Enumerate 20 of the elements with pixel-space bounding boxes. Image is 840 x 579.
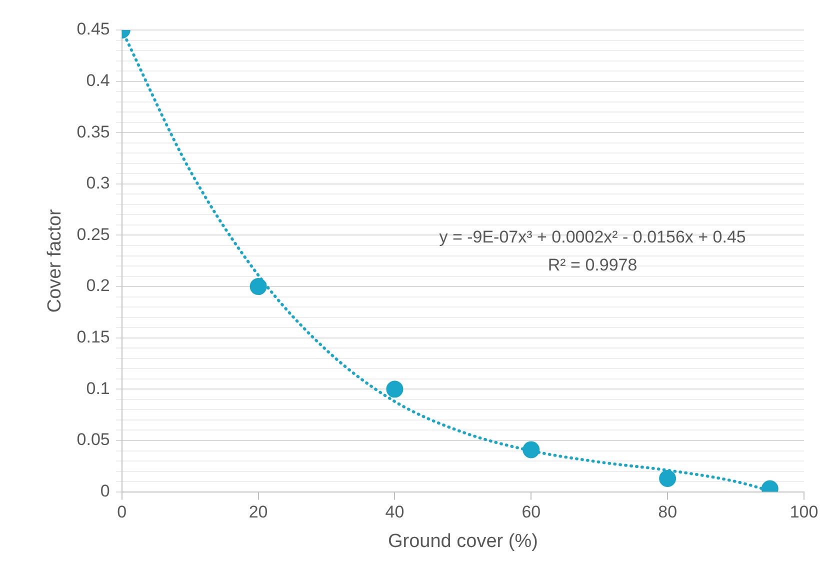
y-axis-title: Cover factor (44, 208, 66, 313)
x-tick-label: 100 (790, 502, 818, 522)
y-tick-label: 0.3 (86, 174, 110, 193)
annotation: y = -9E-07x³ + 0.0002x² - 0.0156x + 0.45 (439, 228, 746, 247)
x-tick-label: 0 (117, 502, 127, 522)
y-tick-label: 0.35 (76, 122, 110, 142)
x-tick-label: 40 (385, 502, 404, 522)
y-tick-label: 0.45 (76, 20, 110, 39)
y-tick-label: 0.2 (86, 276, 110, 296)
y-tick-label: 0.1 (86, 378, 110, 398)
x-tick-label: 60 (522, 502, 541, 522)
y-tick-label: 0.25 (76, 224, 110, 244)
y-tick-label: 0.15 (76, 328, 110, 347)
annotation: R² = 0.9978 (548, 256, 638, 275)
y-tick-label: 0 (100, 481, 110, 500)
x-axis-title: Ground cover (%) (388, 530, 538, 552)
x-tick-label: 20 (248, 502, 268, 522)
x-tick-label: 80 (658, 502, 678, 522)
y-tick-label: 0.05 (76, 430, 110, 450)
y-tick-label: 0.4 (86, 71, 110, 90)
